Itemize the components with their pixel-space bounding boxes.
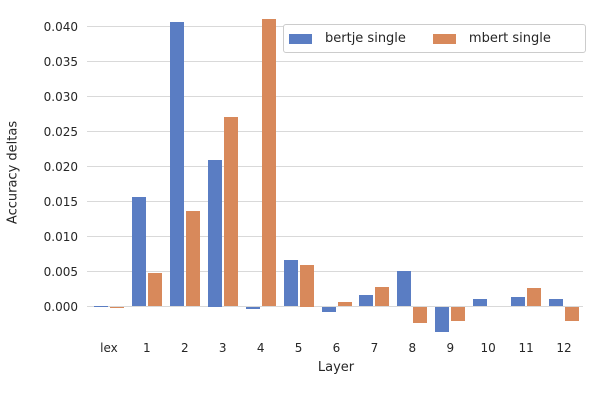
bar-mbert-lex [109, 306, 124, 308]
y-tick-label: 0.020 [43, 159, 78, 174]
bar-bertje-lex [93, 305, 108, 307]
legend-entry: mbert single [432, 31, 551, 46]
x-tick-label: 7 [370, 341, 379, 355]
x-tick-label: 6 [332, 341, 341, 355]
x-axis-label: Layer [317, 360, 355, 375]
legend-label: mbert single [468, 31, 551, 46]
x-tick-label: 3 [218, 341, 227, 355]
bar-mbert-5 [299, 264, 314, 307]
bar-bertje-5 [283, 260, 298, 307]
bar-bertje-1 [131, 196, 146, 307]
bar-mbert-6 [337, 302, 352, 307]
bar-bertje-3 [207, 159, 222, 307]
bar-bertje-8 [397, 270, 412, 307]
bar-bertje-2 [169, 21, 184, 307]
legend-swatch-icon [432, 33, 456, 44]
y-tick-label: 0.035 [43, 54, 78, 69]
bar-mbert-9 [451, 306, 466, 322]
x-tick-label: 9 [446, 341, 455, 355]
bar-mbert-2 [185, 211, 200, 307]
bar-mbert-12 [565, 306, 580, 321]
y-tick-label: 0.025 [43, 124, 78, 139]
x-tick-label: 5 [294, 341, 303, 355]
bar-bertje-11 [511, 296, 526, 307]
x-tick-label: 10 [480, 341, 496, 355]
bar-bertje-12 [549, 298, 564, 307]
gridline [87, 96, 583, 97]
legend-swatch-icon [289, 33, 312, 44]
gridline [87, 166, 583, 167]
bar-mbert-8 [413, 306, 428, 323]
x-tick-label: 11 [518, 341, 534, 355]
gridline [87, 61, 583, 62]
bar-mbert-4 [261, 18, 276, 307]
y-tick-label: 0.015 [43, 194, 78, 209]
legend-label: bertje single [325, 31, 406, 46]
bar-mbert-7 [375, 286, 390, 307]
x-tick-label: 8 [408, 341, 417, 355]
gridline [87, 131, 583, 132]
bar-bertje-9 [435, 306, 450, 333]
x-tick-label: 2 [180, 341, 189, 355]
bar-bertje-7 [359, 295, 374, 307]
x-tick-label: 12 [556, 341, 572, 355]
y-axis-label: Accuracy deltas [5, 120, 21, 225]
gridline [87, 236, 583, 237]
bar-bertje-4 [245, 306, 260, 309]
bar-mbert-11 [527, 287, 542, 307]
y-tick-label: 0.000 [43, 299, 78, 314]
legend: bertje single mbert single [283, 24, 586, 53]
y-tick-label: 0.010 [43, 229, 78, 244]
y-tick-label: 0.030 [43, 89, 78, 104]
x-tick-label: 1 [143, 341, 151, 355]
bar-bertje-6 [321, 306, 336, 313]
y-tick-label: 0.040 [43, 19, 78, 34]
bar-bertje-10 [473, 298, 488, 307]
gridline [87, 271, 583, 272]
bar-mbert-3 [223, 116, 238, 307]
legend-entry: bertje single [289, 31, 406, 46]
y-tick-label: 0.005 [43, 264, 78, 279]
bar-mbert-1 [147, 272, 162, 307]
x-tick-label: 4 [256, 341, 265, 355]
gridline [87, 201, 583, 202]
x-tick-label: lex [100, 341, 118, 355]
